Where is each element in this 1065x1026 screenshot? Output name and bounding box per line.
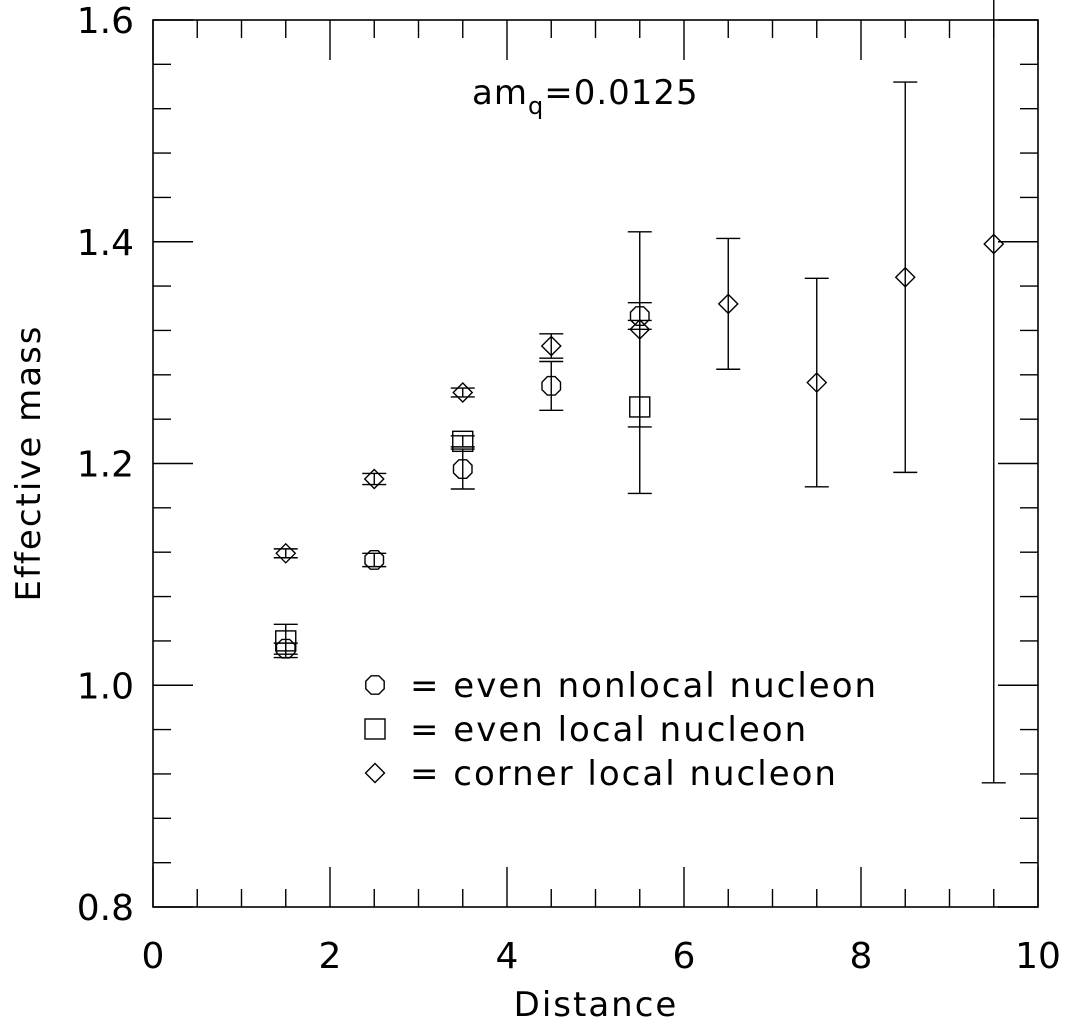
- y-tick-label: 1.6: [77, 1, 134, 42]
- annotation-subscript: q: [528, 92, 544, 120]
- x-tick-label: 2: [319, 936, 342, 977]
- octagon-point: [275, 638, 296, 659]
- octagon-point: [541, 375, 562, 396]
- x-tick-label: 6: [673, 936, 696, 977]
- octagon-point: [452, 459, 473, 479]
- diamond-point: [983, 233, 1005, 255]
- x-tick-label: 0: [142, 936, 165, 977]
- diamond-point: [806, 372, 828, 394]
- y-tick-labels: 0.8 1.0 1.2 1.4 1.6: [77, 1, 134, 929]
- x-tick-label: 8: [850, 936, 873, 977]
- octagon-point: [629, 306, 650, 326]
- legend-label: = even local nucleon: [410, 710, 808, 750]
- data-markers: [275, 233, 1005, 659]
- legend-marker-square: [364, 718, 386, 740]
- legend-label: = even nonlocal nucleon: [410, 666, 878, 706]
- axis-ticks: [152, 19, 1039, 908]
- annotation-main: am: [472, 73, 528, 113]
- square-point: [629, 396, 651, 418]
- legend-label: = corner local nucleon: [410, 754, 838, 794]
- square-point: [275, 630, 297, 652]
- diamond-point: [275, 542, 297, 564]
- square-point: [452, 430, 474, 453]
- y-tick-label: 0.8: [77, 888, 134, 929]
- y-tick-label: 1.4: [77, 223, 134, 264]
- quark-mass-annotation: amq=0.0125: [472, 73, 699, 120]
- annotation-value: =0.0125: [544, 73, 698, 113]
- x-axis-label: Distance: [514, 985, 679, 1025]
- y-axis-label: Effective mass: [9, 324, 49, 601]
- x-tick-label: 10: [1015, 936, 1061, 977]
- legend: = even nonlocal nucleon= even local nucl…: [364, 666, 878, 794]
- y-tick-label: 1.0: [77, 666, 134, 707]
- x-tick-label: 4: [496, 936, 519, 977]
- diamond-point: [629, 318, 651, 340]
- y-tick-label: 1.2: [77, 445, 134, 486]
- octagon-point: [364, 550, 385, 570]
- diamond-point: [540, 335, 562, 357]
- legend-marker-diamond: [364, 762, 386, 784]
- diamond-point: [363, 468, 385, 490]
- diamond-point: [452, 382, 474, 404]
- legend-marker-octagon: [365, 675, 385, 695]
- diamond-point: [717, 293, 739, 315]
- diamond-point: [894, 266, 916, 288]
- error-bars: [273, 0, 1006, 784]
- x-tick-labels: 0 2 4 6 8 10: [142, 936, 1061, 977]
